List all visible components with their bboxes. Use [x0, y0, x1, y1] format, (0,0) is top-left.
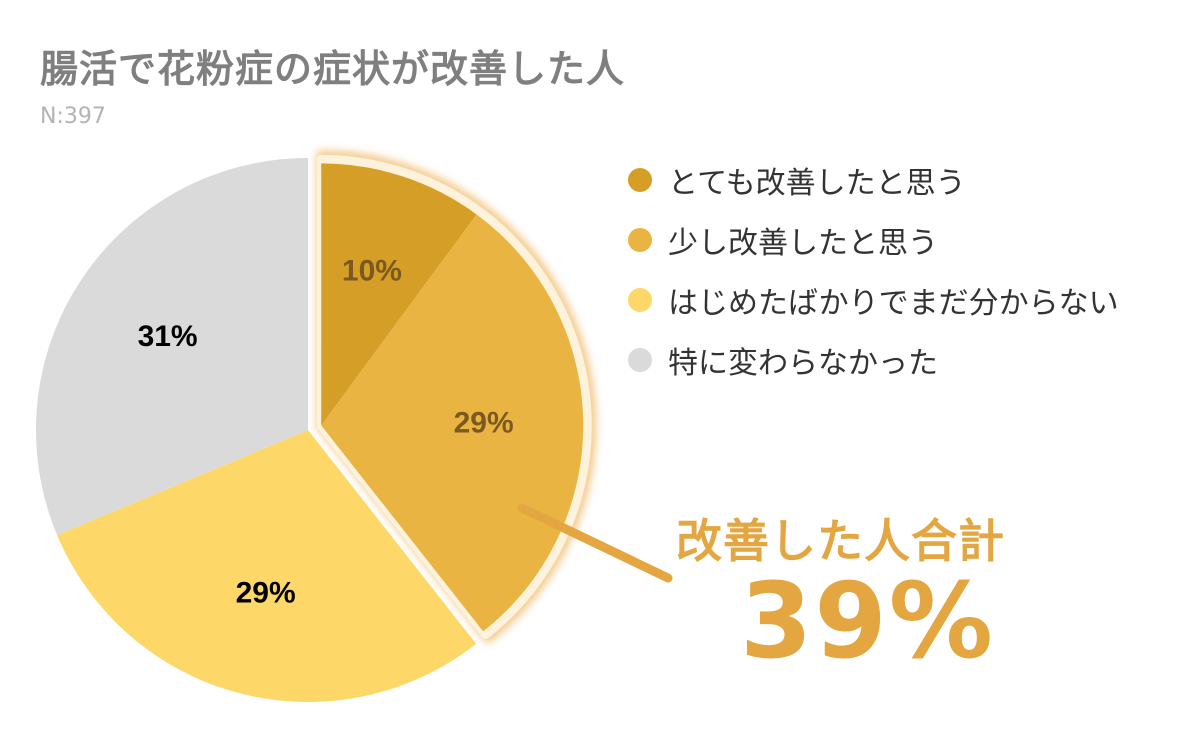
legend-swatch: [628, 228, 652, 252]
pie-slice-2: [321, 214, 584, 632]
legend-item-1: とても改善したと思う: [628, 150, 1119, 210]
legend-swatch: [628, 348, 652, 372]
callout-label: 改善した人合計: [676, 514, 1005, 568]
slice-label-1: 10%: [342, 255, 402, 288]
legend-label: はじめたばかりでまだ分からない: [668, 286, 1119, 321]
legend-label: とても改善したと思う: [668, 166, 966, 201]
legend-swatch: [628, 168, 652, 192]
sample-size: N:397: [40, 104, 106, 129]
slice-label-3: 29%: [236, 577, 296, 610]
pie-slice-1: [321, 163, 477, 426]
chart-title: 腸活で花粉症の症状が改善した人: [40, 47, 626, 91]
legend-item-4: 特に変わらなかった: [628, 330, 1119, 390]
pie-slice-3: [57, 430, 477, 702]
legend-item-3: はじめたばかりでまだ分からない: [628, 270, 1119, 330]
legend: とても改善したと思う 少し改善したと思うはじめたばかりでまだ分からない 特に変わらな…: [628, 150, 1119, 390]
callout-value: 39%: [740, 560, 995, 682]
legend-label: 特に変わらなかった: [668, 346, 938, 381]
legend-swatch: [628, 288, 652, 312]
legend-label: 少し改善したと思う: [668, 226, 938, 261]
pie-slice-4: [36, 158, 308, 536]
highlight-border: [316, 154, 592, 640]
slice-label-4: 31%: [138, 320, 198, 353]
legend-item-2: 少し改善したと思う: [628, 210, 1119, 270]
callout-line: [517, 503, 673, 583]
slice-label-2: 29%: [454, 406, 514, 439]
